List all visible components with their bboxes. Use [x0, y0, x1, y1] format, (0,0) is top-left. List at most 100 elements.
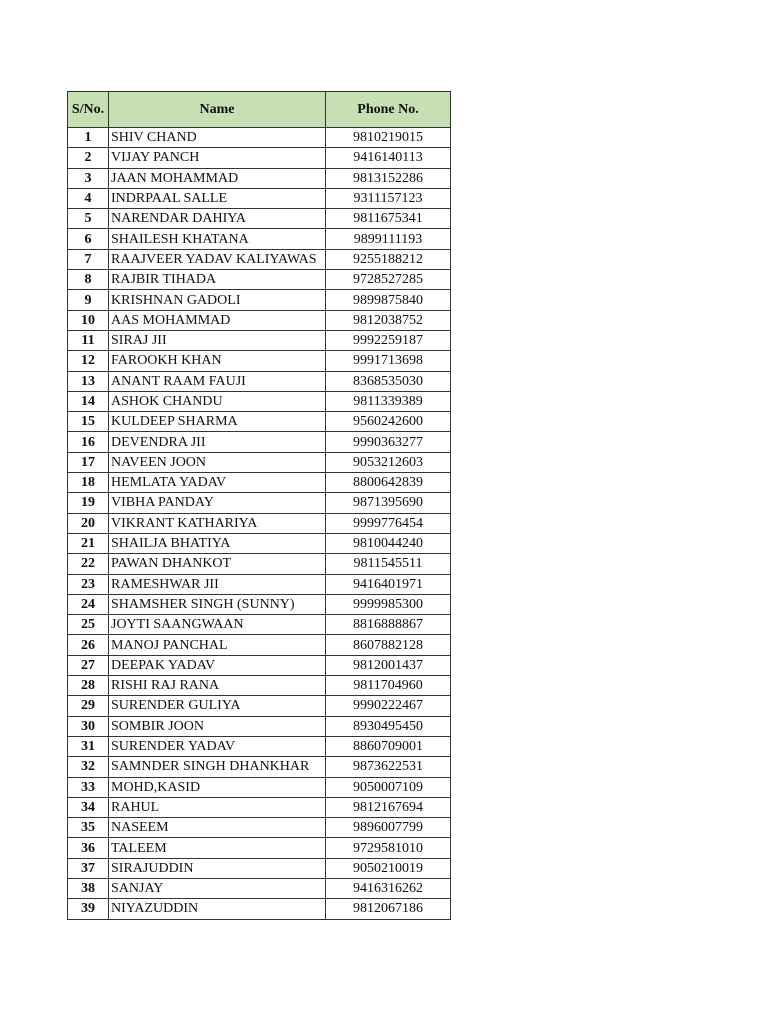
- cell-sno: 27: [67, 654, 109, 677]
- table-row: 24 SHAMSHER SINGH (SUNNY) 9999985300: [67, 593, 451, 616]
- cell-name: KULDEEP SHARMA: [108, 411, 326, 433]
- cell-sno: 8: [67, 269, 109, 291]
- cell-phone: 9560242600: [325, 411, 451, 433]
- cell-phone: 9812001437: [325, 654, 451, 677]
- cell-sno: 4: [67, 187, 109, 210]
- table-row: 15 KULDEEP SHARMA 9560242600: [67, 411, 451, 433]
- cell-name: ANANT RAAM FAUJI: [108, 370, 326, 392]
- cell-name: NIYAZUDDIN: [108, 898, 326, 920]
- cell-sno: 30: [67, 715, 109, 737]
- cell-sno: 1: [67, 126, 109, 149]
- table-row: 13 ANANT RAAM FAUJI 8368535030: [67, 370, 451, 392]
- table-row: 35 NASEEM 9896007799: [67, 817, 451, 839]
- table-row: 31 SURENDER YADAV 8860709001: [67, 735, 451, 758]
- cell-name: SAMNDER SINGH DHANKHAR: [108, 756, 326, 778]
- table-row: 27 DEEPAK YADAV 9812001437: [67, 654, 451, 677]
- table-row: 32 SAMNDER SINGH DHANKHAR 9873622531: [67, 756, 451, 778]
- cell-sno: 26: [67, 634, 109, 656]
- table-row: 10 AAS MOHAMMAD 9812038752: [67, 309, 451, 331]
- cell-sno: 36: [67, 837, 109, 859]
- cell-name: SOMBIR JOON: [108, 715, 326, 737]
- cell-name: RISHI RAJ RANA: [108, 675, 326, 697]
- cell-sno: 14: [67, 390, 109, 413]
- cell-phone: 8860709001: [325, 735, 451, 758]
- cell-name: RAHUL: [108, 796, 326, 819]
- cell-sno: 17: [67, 451, 109, 474]
- table-row: 34 RAHUL 9812167694: [67, 796, 451, 819]
- cell-phone: 9810044240: [325, 532, 451, 555]
- cell-name: SURENDER GULIYA: [108, 695, 326, 717]
- cell-phone: 9899875840: [325, 289, 451, 311]
- cell-sno: 18: [67, 472, 109, 494]
- cell-sno: 15: [67, 411, 109, 433]
- cell-sno: 7: [67, 248, 109, 271]
- cell-name: SIRAJ JII: [108, 329, 326, 352]
- cell-phone: 9873622531: [325, 756, 451, 778]
- cell-sno: 38: [67, 877, 109, 900]
- table-row: 21 SHAILJA BHATIYA 9810044240: [67, 532, 451, 555]
- cell-name: SIRAJUDDIN: [108, 857, 326, 879]
- cell-phone: 9811545511: [325, 553, 451, 575]
- cell-sno: 9: [67, 289, 109, 311]
- table-row: 18 HEMLATA YADAV 8800642839: [67, 472, 451, 494]
- cell-phone: 8607882128: [325, 634, 451, 656]
- cell-name: SHAILJA BHATIYA: [108, 532, 326, 555]
- cell-phone: 9896007799: [325, 817, 451, 839]
- table-row: 7 RAAJVEER YADAV KALIYAWAS 9255188212: [67, 248, 451, 271]
- cell-phone: 9050007109: [325, 776, 451, 798]
- cell-sno: 2: [67, 147, 109, 169]
- cell-sno: 33: [67, 776, 109, 798]
- cell-sno: 10: [67, 309, 109, 331]
- cell-name: SURENDER YADAV: [108, 735, 326, 758]
- cell-phone: 9899111193: [325, 228, 451, 250]
- cell-name: JAAN MOHAMMAD: [108, 167, 326, 189]
- cell-sno: 19: [67, 492, 109, 514]
- cell-name: DEEPAK YADAV: [108, 654, 326, 677]
- cell-name: RAAJVEER YADAV KALIYAWAS: [108, 248, 326, 271]
- cell-phone: 9416316262: [325, 877, 451, 900]
- cell-name: SHAILESH KHATANA: [108, 228, 326, 250]
- cell-phone: 8368535030: [325, 370, 451, 392]
- cell-sno: 29: [67, 695, 109, 717]
- table-row: 20 VIKRANT KATHARIYA 9999776454: [67, 512, 451, 534]
- cell-sno: 20: [67, 512, 109, 534]
- cell-phone: 9811675341: [325, 208, 451, 230]
- table-body: 1 SHIV CHAND 9810219015 2 VIJAY PANCH 9416140…: [67, 126, 451, 920]
- cell-name: MOHD,KASID: [108, 776, 326, 798]
- cell-name: ASHOK CHANDU: [108, 390, 326, 413]
- cell-sno: 3: [67, 167, 109, 189]
- table-row: 19 VIBHA PANDAY 9871395690: [67, 492, 451, 514]
- cell-phone: 9728527285: [325, 269, 451, 291]
- header-sno: S/No.: [67, 91, 109, 128]
- header-row: S/No. Name Phone No.: [67, 91, 451, 128]
- cell-sno: 22: [67, 553, 109, 575]
- cell-sno: 5: [67, 208, 109, 230]
- table-row: 6 SHAILESH KHATANA 9899111193: [67, 228, 451, 250]
- cell-name: KRISHNAN GADOLI: [108, 289, 326, 311]
- table-row: 4 INDRPAAL SALLE 9311157123: [67, 187, 451, 210]
- cell-sno: 35: [67, 817, 109, 839]
- cell-sno: 25: [67, 614, 109, 636]
- table-row: 33 MOHD,KASID 9050007109: [67, 776, 451, 798]
- table-row: 39 NIYAZUDDIN 9812067186: [67, 898, 451, 920]
- cell-name: NARENDAR DAHIYA: [108, 208, 326, 230]
- cell-phone: 9813152286: [325, 167, 451, 189]
- cell-name: VIKRANT KATHARIYA: [108, 512, 326, 534]
- table-row: 25 JOYTI SAANGWAAN 8816888867: [67, 614, 451, 636]
- cell-name: SANJAY: [108, 877, 326, 900]
- cell-name: NAVEEN JOON: [108, 451, 326, 474]
- cell-phone: 9991713698: [325, 350, 451, 372]
- cell-phone: 9050210019: [325, 857, 451, 879]
- cell-phone: 9811339389: [325, 390, 451, 413]
- cell-phone: 9416140113: [325, 147, 451, 169]
- cell-phone: 9999776454: [325, 512, 451, 534]
- cell-sno: 13: [67, 370, 109, 392]
- cell-phone: 9990363277: [325, 431, 451, 453]
- cell-phone: 9416401971: [325, 573, 451, 595]
- cell-sno: 31: [67, 735, 109, 758]
- cell-sno: 21: [67, 532, 109, 555]
- cell-name: SHAMSHER SINGH (SUNNY): [108, 593, 326, 616]
- table-row: 5 NARENDAR DAHIYA 9811675341: [67, 208, 451, 230]
- table-row: 23 RAMESHWAR JII 9416401971: [67, 573, 451, 595]
- cell-phone: 9053212603: [325, 451, 451, 474]
